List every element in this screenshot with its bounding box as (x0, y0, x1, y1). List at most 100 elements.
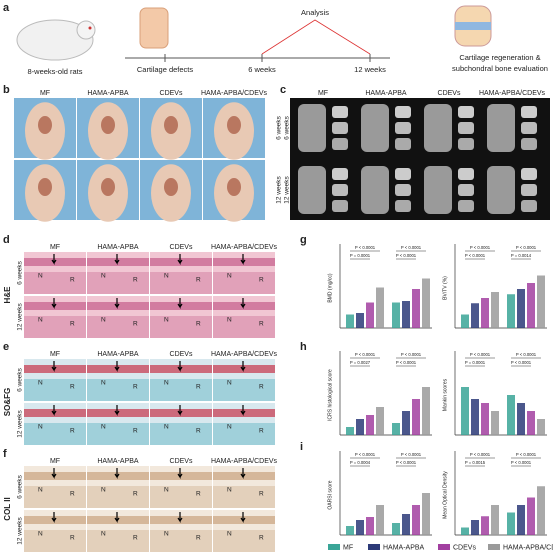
bar (412, 399, 420, 435)
arrow (114, 254, 120, 265)
bar (471, 520, 479, 535)
legend-swatch (438, 544, 450, 550)
tissue-bone (24, 379, 86, 401)
tissue-bone (87, 423, 149, 445)
bar (527, 497, 535, 535)
stain-label: SO&FG (3, 388, 12, 416)
marker: R (259, 491, 264, 498)
panel-label: b (3, 84, 10, 96)
analysis-lines (261, 19, 371, 55)
legend-label: CDEVs (453, 544, 476, 551)
p-value: P < 0.0001 (511, 460, 532, 465)
outcome: Cartilage regeneration & (459, 53, 540, 62)
panel-label: a (3, 2, 10, 14)
marker: R (196, 491, 201, 498)
ct-slice (458, 122, 474, 134)
ct-slice (332, 106, 348, 118)
ct-femur (361, 104, 389, 152)
arrow (51, 361, 57, 372)
column-header: CDEVs (438, 90, 461, 97)
marker: N (227, 380, 232, 387)
bar (491, 411, 499, 435)
analysis-label: Analysis (301, 8, 329, 17)
column-header: HAMA-APBA (87, 90, 129, 97)
p-value: P < 0.0001 (470, 452, 491, 457)
legend-swatch (488, 544, 500, 550)
y-axis-label: ICRS histological score (327, 369, 333, 421)
ct-slice (332, 168, 348, 180)
column-header: CDEVs (170, 458, 193, 465)
marker: R (133, 491, 138, 498)
marker: R (133, 321, 138, 328)
row-label: 6 weeks (276, 115, 283, 140)
bar (422, 387, 430, 435)
p-value: P < 0.0001 (401, 352, 422, 357)
p-value: P < 0.0001 (516, 452, 537, 457)
arrow (51, 405, 57, 416)
p-value: P < 0.0001 (511, 360, 532, 365)
arrow (240, 405, 246, 416)
defect (101, 178, 115, 196)
row-label: 12 weeks (17, 410, 24, 438)
bar (481, 298, 489, 328)
tissue-bone (213, 423, 275, 445)
tissue-bone (213, 486, 275, 508)
marker: R (259, 535, 264, 542)
tissue-bone (150, 379, 212, 401)
tissue-bone (24, 272, 86, 294)
tissue-bone (87, 530, 149, 552)
row-label: 12 weeks (17, 303, 24, 331)
arrow (114, 405, 120, 416)
arrow (177, 361, 183, 372)
outcome: subchondral bone evaluation (452, 64, 548, 73)
ct-slice (521, 200, 537, 212)
y-axis-label: BMD (mg/cc) (327, 273, 333, 303)
arrow (114, 361, 120, 372)
column-header: HAMA-APBA (365, 90, 407, 97)
tissue-bone (24, 423, 86, 445)
bar (527, 283, 535, 328)
ct-slice (395, 122, 411, 134)
tissue-bone (150, 316, 212, 338)
ct-slice (458, 184, 474, 196)
ct-slice (458, 200, 474, 212)
p-value: P < 0.0001 (401, 452, 422, 457)
marker: N (101, 380, 106, 387)
tissue-bone (213, 379, 275, 401)
ct-slice (458, 168, 474, 180)
panel-label: e (3, 341, 9, 353)
marker: R (70, 428, 75, 435)
bar (402, 514, 410, 535)
defect (38, 178, 52, 196)
p-value: P = 0.0001 (465, 360, 486, 365)
ct-femur (424, 104, 452, 152)
p-value: P < 0.0001 (355, 452, 376, 457)
bar (422, 278, 430, 328)
column-header: HAMA-APBA (97, 351, 139, 358)
tissue-bone (24, 530, 86, 552)
bar (376, 407, 384, 435)
ct-femur (361, 166, 389, 214)
column-header: MF (40, 90, 50, 97)
column-header: MF (50, 458, 60, 465)
ct-slice (332, 200, 348, 212)
bar (376, 287, 384, 328)
column-header: MF (50, 244, 60, 251)
p-value: P < 0.0001 (401, 245, 422, 250)
marker: N (38, 317, 43, 324)
bar (517, 505, 525, 535)
joint-cartilage (455, 22, 491, 30)
bar (471, 399, 479, 435)
ct-femur (487, 104, 515, 152)
marker: N (38, 487, 43, 494)
p-value: P = 0.0014 (511, 253, 532, 258)
defect (227, 116, 241, 134)
arrow (177, 468, 183, 479)
ct-slice (521, 106, 537, 118)
p-value: P < 0.0001 (355, 245, 376, 250)
bar (481, 403, 489, 435)
p-value: P < 0.0001 (516, 245, 537, 250)
column-header: CDEVs (160, 90, 183, 97)
bar (537, 486, 545, 535)
arrow (177, 512, 183, 523)
